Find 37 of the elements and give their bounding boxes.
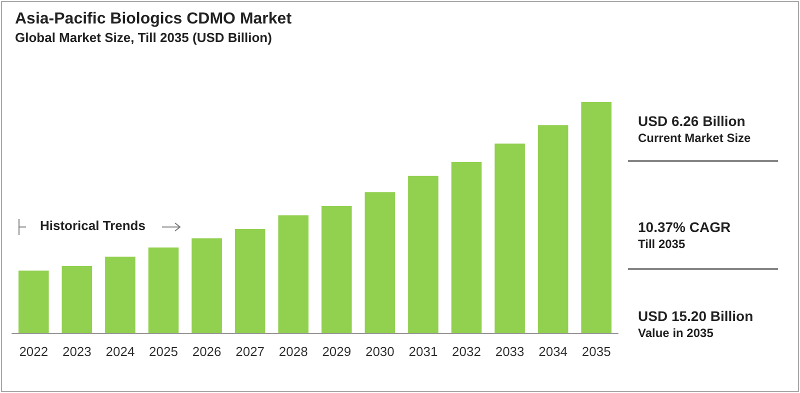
x-tick-label: 2035 [582, 344, 611, 359]
annotation: Historical Trends [40, 218, 146, 233]
bar [234, 229, 266, 333]
text: Value in 2035 [638, 326, 714, 340]
bar [321, 206, 352, 333]
text: USD 6.26 Billion [638, 113, 746, 129]
x-tick-label: 2024 [106, 344, 135, 359]
bar [364, 192, 396, 333]
x-tick-label: 2028 [278, 344, 308, 359]
bar [62, 266, 92, 333]
bar [494, 144, 525, 333]
x-tick-label: 2032 [452, 344, 481, 359]
text: Current Market Size [638, 131, 751, 145]
text: USD 15.20 Billion [638, 308, 754, 324]
bar [105, 256, 136, 333]
bar [192, 238, 222, 333]
chart-title: Asia-Pacific Biologics CDMO Market [15, 10, 292, 28]
bar [18, 270, 49, 333]
x-tick-label: 2033 [495, 344, 524, 359]
x-tick-label: 2029 [322, 344, 352, 359]
bar [148, 248, 179, 333]
bar [581, 102, 612, 333]
bar [278, 215, 309, 333]
bar [538, 125, 568, 333]
x-tick-label: 2031 [408, 344, 438, 359]
x-tick-label: 2027 [236, 344, 265, 359]
text: 10.37% CAGR [638, 219, 731, 235]
bar [408, 176, 438, 333]
text: Till 2035 [638, 237, 686, 251]
x-tick-label: 2025 [149, 344, 178, 359]
bar [451, 162, 482, 333]
chart-subtitle: Global Market Size, Till 2035 (USD Billion) [15, 30, 272, 45]
x-tick-label: 2026 [192, 344, 222, 359]
x-tick-label: 2030 [365, 344, 394, 359]
x-tick-label: 2022 [19, 344, 48, 359]
x-tick-label: 2034 [538, 344, 568, 359]
x-tick-label: 2023 [62, 344, 92, 359]
